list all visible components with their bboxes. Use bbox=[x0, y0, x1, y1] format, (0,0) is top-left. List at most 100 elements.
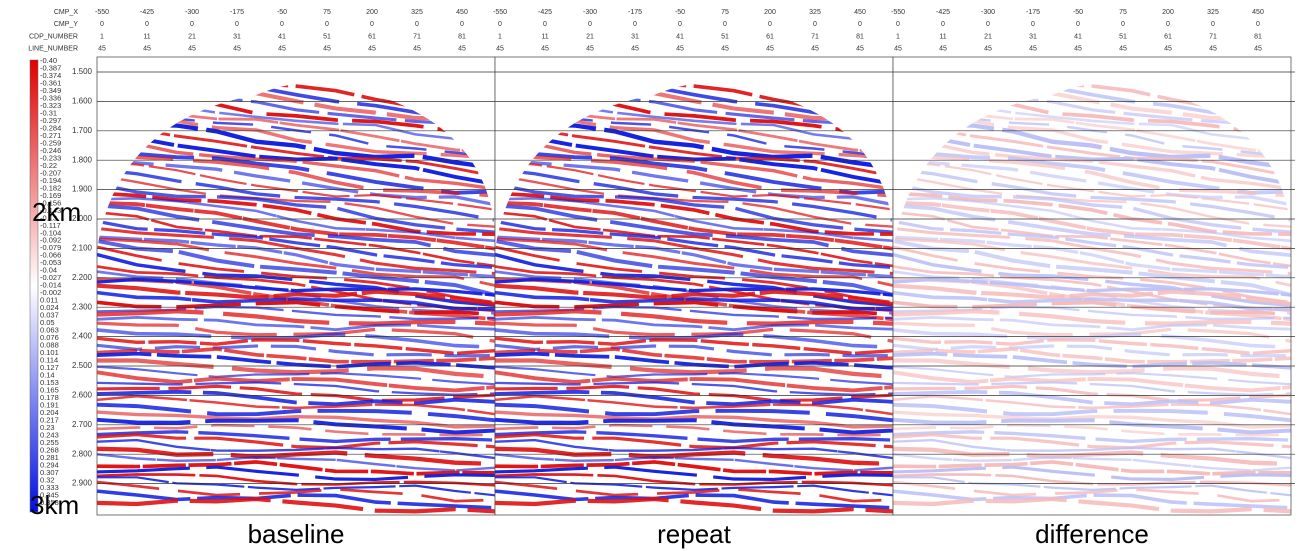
header-value: -175 bbox=[1026, 9, 1040, 16]
reflector bbox=[97, 402, 495, 423]
reflector bbox=[495, 252, 893, 308]
colorbar-label: 0.011 bbox=[40, 296, 58, 305]
header-value: 45 bbox=[413, 46, 421, 53]
reflector bbox=[97, 410, 495, 429]
colorbar-label: 0.024 bbox=[40, 303, 59, 312]
header-value: 45 bbox=[766, 46, 774, 53]
header-value: 450 bbox=[854, 9, 866, 16]
header-value: 45 bbox=[721, 46, 729, 53]
reflector bbox=[495, 343, 893, 358]
header-value: -550 bbox=[493, 9, 507, 16]
colorbar-label: 0.037 bbox=[40, 311, 59, 320]
colorbar-label: -0.027 bbox=[40, 273, 61, 282]
reflector bbox=[893, 143, 1291, 195]
header-value: 71 bbox=[811, 33, 819, 40]
reflector bbox=[893, 191, 1291, 236]
reflector bbox=[495, 402, 893, 423]
header-value: 0 bbox=[325, 21, 329, 28]
header-value: 0 bbox=[986, 21, 990, 28]
reflector bbox=[893, 277, 1291, 297]
time-label: 1.900 bbox=[72, 185, 93, 194]
header-value: -175 bbox=[230, 9, 244, 16]
colorbar-label: -0.22 bbox=[40, 161, 57, 170]
header-value: -550 bbox=[891, 9, 905, 16]
reflector bbox=[495, 182, 893, 234]
reflector bbox=[893, 182, 1291, 234]
reflector bbox=[893, 265, 1291, 313]
colorbar-label: 0.063 bbox=[40, 326, 59, 335]
header-value: 0 bbox=[498, 21, 502, 28]
reflector bbox=[97, 343, 495, 358]
header-value: 71 bbox=[413, 33, 421, 40]
time-label: 2.500 bbox=[72, 361, 93, 370]
reflector bbox=[495, 309, 893, 326]
header-value: 81 bbox=[856, 33, 864, 40]
colorbar-label: -0.04 bbox=[40, 266, 57, 275]
header-value: 45 bbox=[1119, 46, 1127, 53]
reflector bbox=[495, 277, 893, 297]
colorbar-label: 0.178 bbox=[40, 393, 59, 402]
header-value: 45 bbox=[894, 46, 902, 53]
reflector bbox=[495, 197, 893, 243]
header-value: 45 bbox=[856, 46, 864, 53]
time-label: 2.000 bbox=[72, 214, 93, 223]
colorbar-label: -0.40 bbox=[40, 56, 57, 65]
header-value: -300 bbox=[981, 9, 995, 16]
reflector bbox=[495, 122, 893, 178]
reflector bbox=[893, 465, 1291, 481]
time-label: 2.400 bbox=[72, 332, 93, 341]
reflector bbox=[97, 143, 495, 195]
colorbar-label: 0.153 bbox=[40, 378, 59, 387]
reflector bbox=[495, 283, 893, 307]
colorbar-label: -0.117 bbox=[40, 221, 61, 230]
time-label: 2.200 bbox=[72, 273, 93, 282]
colorbar-label: -0.066 bbox=[40, 251, 61, 260]
colorbar-label: -0.349 bbox=[40, 86, 61, 95]
reflector bbox=[893, 252, 1291, 308]
header-value: 45 bbox=[1209, 46, 1217, 53]
reflector bbox=[893, 300, 1291, 317]
reflector bbox=[893, 453, 1291, 472]
reflector bbox=[495, 200, 893, 251]
reflector bbox=[97, 203, 495, 258]
reflector bbox=[495, 473, 893, 487]
header-value: 0 bbox=[460, 21, 464, 28]
colorbar-label: 0.333 bbox=[40, 483, 59, 492]
time-label: 2.600 bbox=[72, 391, 93, 400]
time-label: 1.600 bbox=[72, 97, 93, 106]
colorbar-label: -0.284 bbox=[40, 123, 61, 132]
reflector bbox=[495, 167, 893, 222]
reflector bbox=[495, 347, 893, 364]
reflector bbox=[495, 328, 893, 349]
reflector bbox=[495, 394, 893, 416]
reflector bbox=[495, 433, 893, 450]
header-value: 51 bbox=[1119, 33, 1127, 40]
header-row-name: CDP_NUMBER bbox=[29, 33, 78, 40]
reflector bbox=[97, 167, 495, 222]
header-value: 75 bbox=[1119, 9, 1127, 16]
reflector bbox=[893, 135, 1291, 191]
reflector bbox=[97, 151, 495, 198]
reflector bbox=[893, 235, 1291, 279]
reflector bbox=[495, 290, 893, 311]
time-label: 1.500 bbox=[72, 67, 93, 76]
reflector bbox=[97, 417, 495, 435]
reflector bbox=[97, 300, 495, 317]
header-value: 0 bbox=[813, 21, 817, 28]
reflector bbox=[893, 305, 1291, 321]
header-value: 75 bbox=[323, 9, 331, 16]
colorbar-label: 0.243 bbox=[40, 430, 59, 439]
reflector bbox=[893, 343, 1291, 358]
reflector bbox=[97, 476, 495, 497]
reflector bbox=[97, 389, 495, 407]
reflector bbox=[893, 402, 1291, 423]
header-value: 51 bbox=[323, 33, 331, 40]
reflector bbox=[893, 358, 1291, 379]
reflector bbox=[893, 496, 1291, 514]
reflector bbox=[893, 423, 1291, 437]
colorbar-label: -0.374 bbox=[40, 71, 61, 80]
reflector bbox=[495, 210, 893, 268]
reflector bbox=[495, 300, 893, 317]
time-label: 2.800 bbox=[72, 449, 93, 458]
